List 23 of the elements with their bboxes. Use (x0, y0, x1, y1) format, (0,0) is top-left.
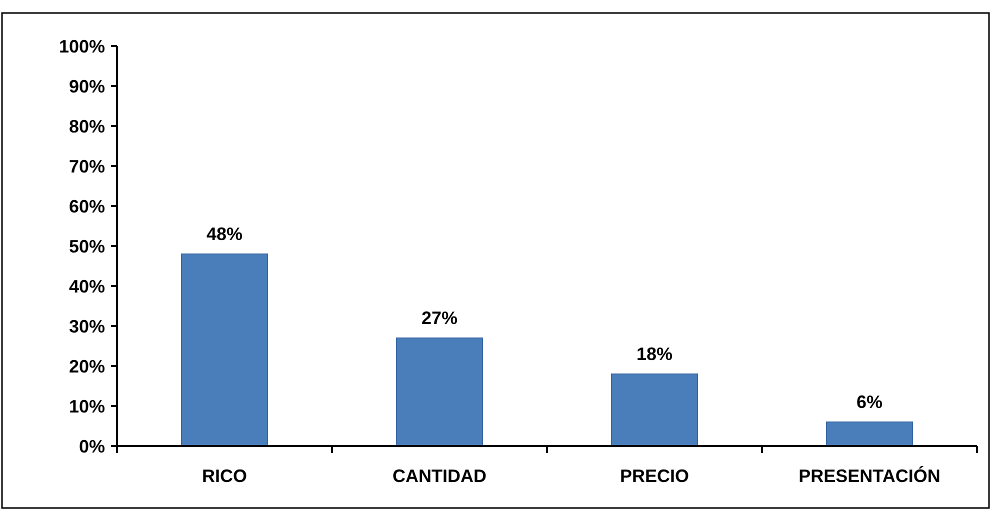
x-tick-label: PRECIO (620, 466, 690, 486)
y-tick-label: 20% (68, 356, 105, 376)
y-tick-label: 60% (68, 196, 105, 216)
data-label: 48% (206, 224, 243, 244)
bar (826, 422, 913, 446)
data-label: 18% (636, 344, 673, 364)
bar (181, 254, 268, 446)
y-tick-label: 0% (78, 436, 105, 456)
y-tick-label: 80% (68, 116, 105, 136)
data-label: 6% (856, 392, 883, 412)
y-tick-label: 90% (68, 76, 105, 96)
bar (611, 374, 698, 446)
y-tick-label: 50% (68, 236, 105, 256)
y-tick-label: 10% (68, 396, 105, 416)
y-tick-label: 70% (68, 156, 105, 176)
data-label: 27% (421, 308, 458, 328)
x-tick-label: CANTIDAD (392, 466, 486, 486)
x-tick-label: PRESENTACIÓN (798, 466, 940, 486)
bar (396, 338, 483, 446)
x-tick-label: RICO (202, 466, 247, 486)
y-tick-label: 100% (58, 36, 105, 56)
y-tick-label: 40% (68, 276, 105, 296)
y-tick-label: 30% (68, 316, 105, 336)
